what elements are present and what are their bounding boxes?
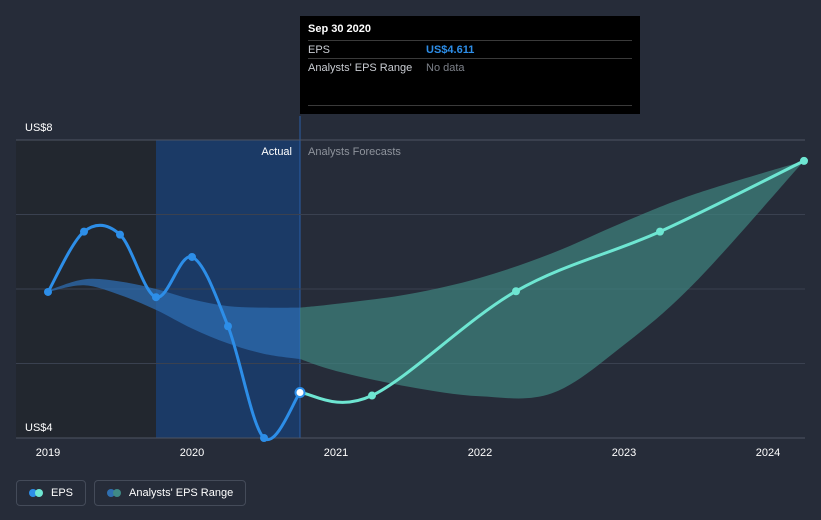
- axis-labels: 2019 2020 2021 2022 2023 2024 US$4 US$8: [25, 122, 780, 459]
- eps-point: [260, 434, 268, 442]
- eps-line-actual: [46, 223, 302, 442]
- tooltip-row-range: Analysts' EPS Range No data: [308, 58, 632, 76]
- x-tick-label: 2024: [756, 447, 780, 459]
- eps-point: [44, 287, 52, 296]
- eps-point: [152, 293, 160, 302]
- legend-range-label: Analysts' EPS Range: [129, 487, 234, 499]
- tooltip-date: Sep 30 2020: [308, 23, 371, 35]
- tooltip-divider: [308, 105, 632, 106]
- eps-point: [512, 287, 520, 296]
- tooltip: Sep 30 2020 EPS US$4.611 Analysts' EPS R…: [300, 16, 640, 114]
- tooltip-eps-value: US$4.611: [426, 43, 475, 56]
- eps-point: [116, 230, 124, 239]
- range-swatch-icon: [107, 489, 122, 497]
- x-tick-label: 2021: [324, 447, 348, 459]
- tooltip-range-label: Analysts' EPS Range: [308, 61, 413, 74]
- eps-swatch-icon: [29, 489, 44, 497]
- legend-eps-button[interactable]: EPS: [16, 480, 87, 506]
- eps-point: [800, 156, 808, 165]
- x-tick-label: 2023: [612, 447, 636, 459]
- eps-range-forecast-band: [300, 160, 804, 399]
- actual-period-highlight: [16, 116, 301, 438]
- forecast-label: Analysts Forecasts: [308, 146, 401, 158]
- eps-range-bands: [48, 160, 804, 399]
- eps-point: [368, 391, 376, 400]
- eps-point: [188, 252, 196, 261]
- eps-point: [224, 322, 232, 331]
- legend-eps-label: EPS: [51, 487, 74, 499]
- eps-point: [80, 227, 88, 236]
- x-tick-label: 2020: [180, 447, 204, 459]
- legend-range-button[interactable]: Analysts' EPS Range: [94, 480, 247, 506]
- y-tick-label: US$4: [25, 422, 53, 434]
- tooltip-eps-label: EPS: [308, 43, 331, 56]
- eps-point-current: [294, 386, 306, 398]
- eps-point: [656, 227, 664, 236]
- y-tick-label: US$8: [25, 122, 53, 134]
- x-tick-label: 2022: [468, 447, 492, 459]
- tooltip-range-value: No data: [426, 61, 465, 74]
- eps-range-actual-band: [48, 278, 300, 360]
- eps-points: [44, 156, 808, 442]
- x-tick-label: 2019: [36, 447, 60, 459]
- tooltip-row-eps: EPS US$4.611: [308, 40, 632, 58]
- actual-label: Actual: [261, 146, 292, 158]
- legend: EPS Analysts' EPS Range: [16, 480, 247, 506]
